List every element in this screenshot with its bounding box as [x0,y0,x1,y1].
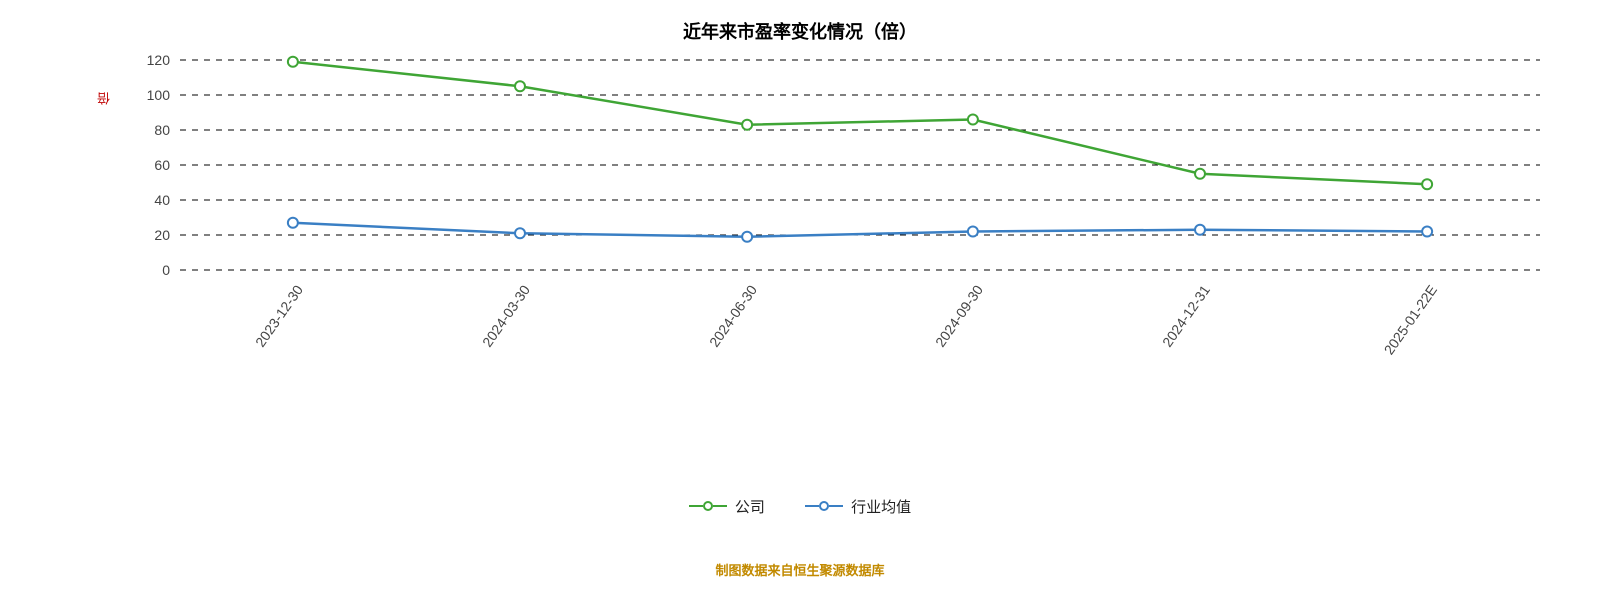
chart-legend: 公司 行业均值 [0,494,1600,517]
legend-label: 公司 [735,496,765,517]
legend-item-company: 公司 [689,496,765,517]
line-chart: 0 20 40 60 80 100 120 [130,55,1550,300]
chart-title: 近年来市盈率变化情况（倍） [0,0,1600,44]
svg-text:80: 80 [154,122,170,138]
svg-text:60: 60 [154,157,170,173]
svg-text:120: 120 [147,55,171,68]
svg-text:20: 20 [154,227,170,243]
source-note: 制图数据来自恒生聚源数据库 [0,560,1600,579]
svg-text:100: 100 [147,87,171,103]
svg-text:0: 0 [162,262,170,278]
legend-marker-icon [689,501,727,511]
y-axis-label: 倍 [95,90,114,105]
svg-text:40: 40 [154,192,170,208]
legend-item-industry: 行业均值 [805,496,911,517]
legend-marker-icon [805,501,843,511]
legend-label: 行业均值 [851,496,911,517]
